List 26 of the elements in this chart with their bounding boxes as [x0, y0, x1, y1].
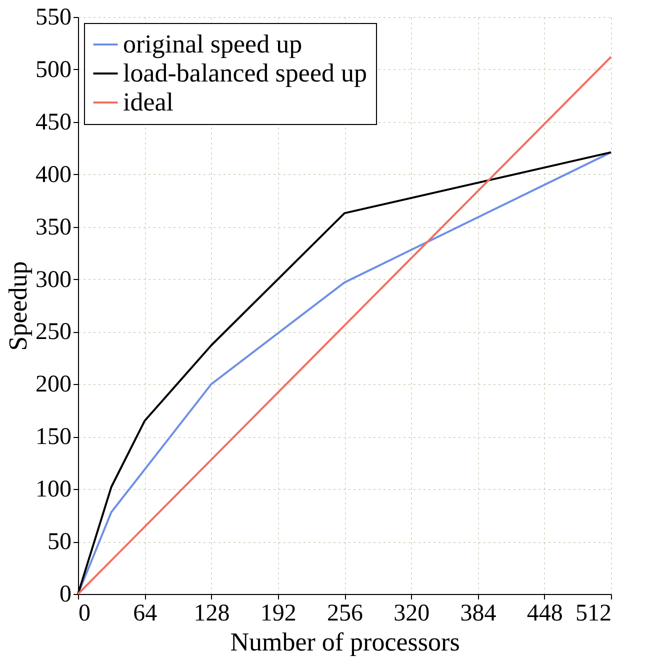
- legend-label: ideal: [123, 88, 174, 116]
- x-tick-label: 512: [576, 600, 612, 626]
- y-tick-label: 250: [36, 319, 72, 346]
- y-axis-title: Speedup: [4, 261, 32, 351]
- x-tick-label: 192: [260, 600, 296, 626]
- legend-label: original speed up: [123, 30, 302, 58]
- y-tick-label: 50: [48, 529, 72, 556]
- y-tick-label: 100: [36, 476, 72, 503]
- x-tick-label: 0: [78, 600, 90, 626]
- y-tick-label: 500: [36, 56, 72, 83]
- x-tick-label: 384: [460, 600, 496, 626]
- y-tick-label: 400: [36, 162, 72, 188]
- x-axis-title: Number of processors: [230, 628, 460, 656]
- y-tick-label: 550: [36, 4, 72, 30]
- x-tick-label: 128: [194, 600, 230, 626]
- x-tick-label: 64: [133, 600, 158, 626]
- x-tick-label: 320: [394, 600, 430, 626]
- y-tick-label: 300: [36, 266, 72, 293]
- legend-label: load-balanced speed up: [123, 58, 368, 88]
- y-tick-label: 450: [36, 109, 72, 136]
- x-tick-label: 448: [526, 600, 563, 626]
- x-tick-label: 256: [327, 600, 363, 626]
- y-tick-label: 150: [36, 424, 72, 450]
- y-tick-label: 350: [36, 214, 72, 240]
- y-tick-label: 200: [36, 372, 72, 398]
- y-tick-label: 0: [60, 582, 72, 608]
